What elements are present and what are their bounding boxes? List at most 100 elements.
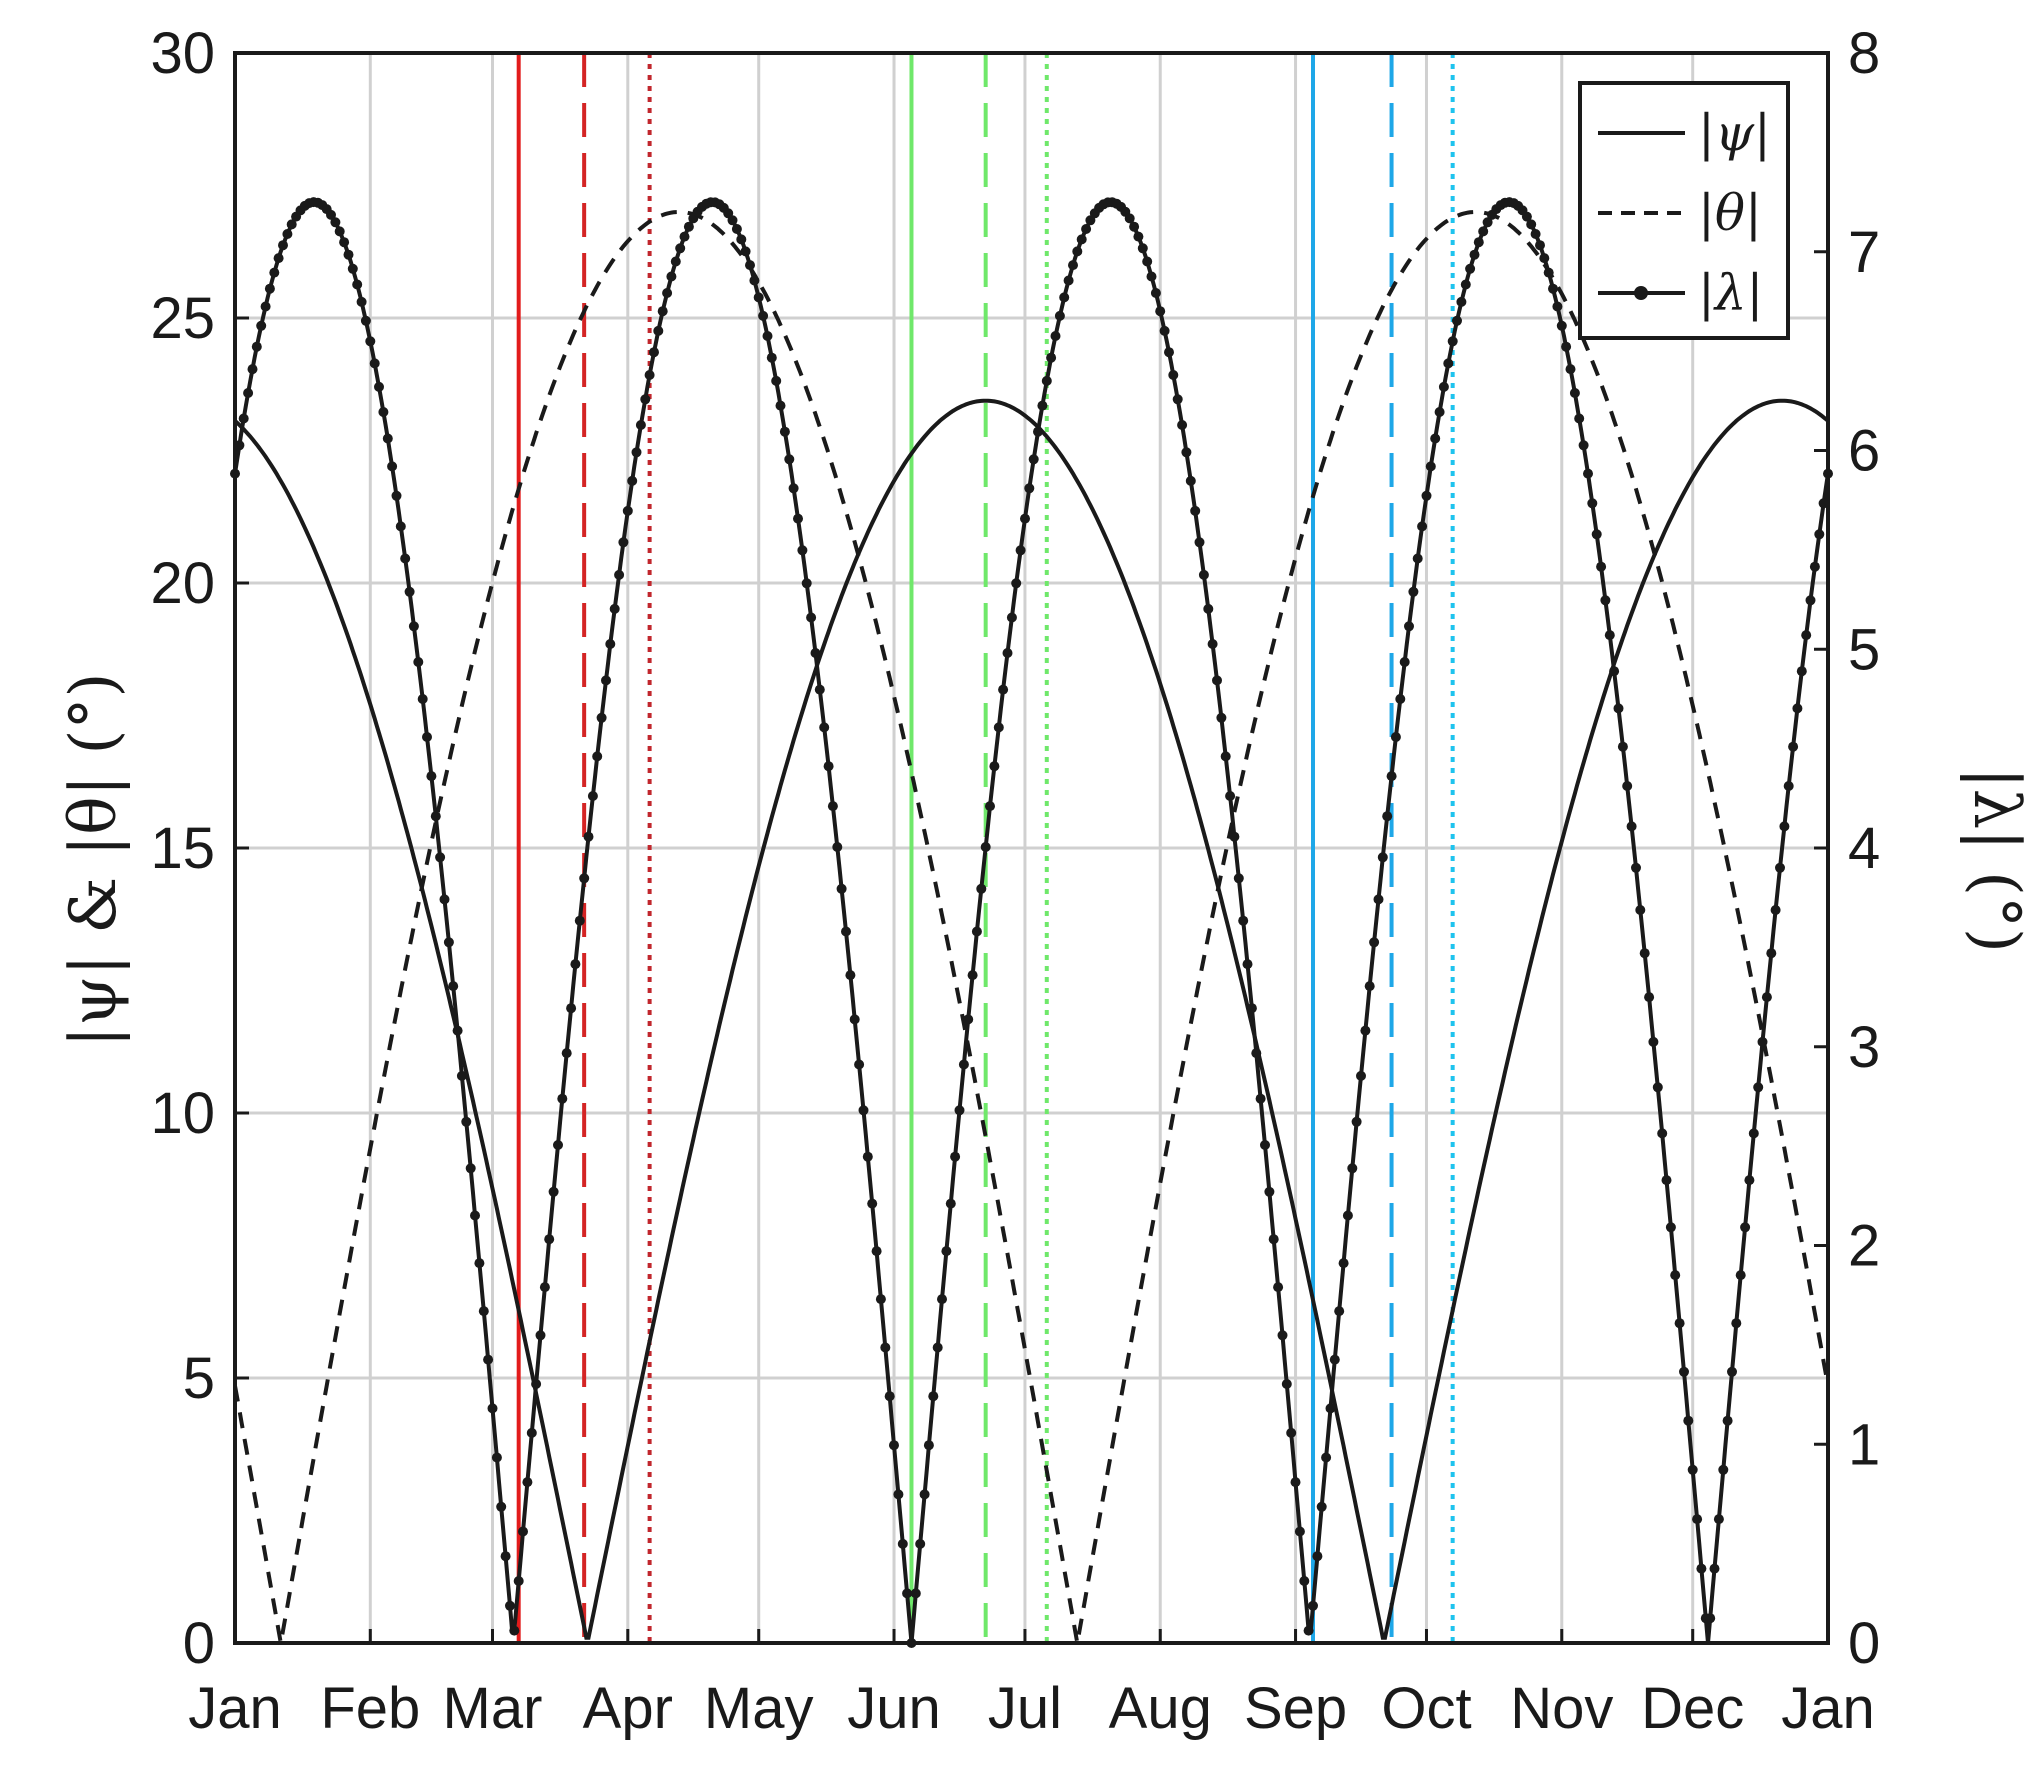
series-lambda-point (404, 586, 415, 597)
series-lambda-point (1644, 992, 1655, 1003)
series-lambda-point (1613, 703, 1624, 714)
series-lambda-point (858, 1105, 869, 1116)
series-lambda-point (1028, 454, 1039, 465)
series-lambda-point (1792, 703, 1803, 714)
series-lambda-point (1696, 1563, 1707, 1574)
series-lambda-point (518, 1526, 528, 1537)
series-lambda-point (1469, 249, 1480, 260)
series-lambda-point (1220, 751, 1231, 762)
series-lambda-point (570, 959, 581, 970)
series-lambda-point (278, 240, 288, 251)
series-theta-line (233, 210, 1830, 1644)
series-lambda-point (1356, 1070, 1366, 1081)
x-tick-label-12: Jan (1781, 1676, 1875, 1741)
series-lambda-point (1412, 553, 1423, 564)
series-lambda-point (618, 537, 629, 548)
series-lambda-point (1242, 959, 1253, 970)
series-lambda-point (273, 253, 284, 264)
series-lambda-point (500, 1551, 511, 1562)
series-lambda-point (334, 226, 345, 237)
series-lambda-point (1146, 271, 1157, 282)
series-lambda-point (1133, 231, 1144, 242)
series-lambda-point (1068, 260, 1078, 271)
series-lambda-point (675, 243, 686, 254)
series-lambda-point (897, 1538, 908, 1549)
series-lambda-point (862, 1151, 873, 1162)
series-lambda-point (330, 217, 341, 228)
series-lambda-point (1041, 375, 1052, 386)
series-lambda-point (1761, 992, 1772, 1003)
series-lambda-point (1325, 1403, 1336, 1414)
series-lambda-point (566, 1003, 577, 1014)
series-lambda-point (1264, 1186, 1275, 1197)
series-lambda-point (1727, 1366, 1737, 1377)
series-lambda-point (1434, 407, 1445, 417)
series-lambda-point (1229, 831, 1240, 842)
series-lambda-point (452, 1025, 463, 1036)
series-lambda-point (727, 215, 738, 226)
series-lambda-point (854, 1059, 865, 1070)
y-right-tick-label-0: 0 (1848, 1611, 1880, 1676)
series-lambda-point (430, 811, 441, 822)
series-lambda-point (1377, 852, 1388, 863)
series-lambda-point (736, 234, 747, 245)
series-lambda-point (1452, 315, 1462, 326)
y-left-tick-label-10: 10 (150, 1081, 215, 1146)
series-lambda-point (1233, 873, 1244, 884)
series-psi-line (233, 398, 1830, 1640)
series-lambda-point (976, 883, 987, 894)
x-tick-label-1: Feb (320, 1676, 420, 1741)
series-lambda-point (1583, 468, 1593, 479)
series-lambda-point (784, 454, 795, 465)
series-lambda-point (1692, 1514, 1703, 1525)
series-lambda-point (1552, 301, 1563, 312)
series-lambda-point (1679, 1366, 1689, 1377)
series-lambda-point (762, 331, 773, 341)
series-lambda-point (1465, 263, 1476, 274)
series-lambda-point (395, 521, 406, 532)
series-lambda-point (251, 341, 262, 352)
series-lambda-point (1565, 364, 1576, 375)
series-lambda-point (1591, 529, 1602, 540)
series-lambda-point (950, 1151, 961, 1162)
series-lambda-point (1312, 1551, 1323, 1562)
series-lambda-point (439, 894, 450, 905)
series-lambda-point (1054, 310, 1065, 321)
series-lambda-point (867, 1198, 878, 1209)
series-lambda-point (1260, 1140, 1270, 1150)
series-lambda-point (1687, 1464, 1698, 1475)
series-lambda-point (884, 1391, 895, 1402)
x-tick-label-3: Apr (583, 1676, 673, 1741)
series-lambda-point (1142, 256, 1153, 267)
series-lambda-point (1076, 234, 1087, 245)
x-tick-label-7: Aug (1109, 1676, 1212, 1741)
series-lambda-point (1373, 894, 1384, 905)
series-lambda-point (247, 364, 258, 375)
series-lambda-point (1770, 905, 1781, 915)
series-lambda-point (1251, 1048, 1262, 1059)
series-lambda-point (1329, 1354, 1340, 1365)
series-lambda-point (435, 852, 446, 863)
series-lambda-point (1072, 246, 1083, 257)
series-lambda-point (1150, 288, 1161, 298)
series-lambda-point (583, 831, 594, 842)
series-lambda-point (1539, 253, 1550, 264)
series-lambda-point (1587, 498, 1598, 509)
series-lambda-point (1713, 1514, 1724, 1525)
series-lambda-point (522, 1477, 533, 1488)
series-lambda-point (1011, 578, 1022, 589)
series-lambda-point (483, 1354, 494, 1365)
series-lambda-point (1168, 370, 1179, 380)
series-lambda-point (823, 761, 834, 772)
series-lambda-point (963, 1014, 974, 1025)
series-lambda-point (1460, 279, 1471, 290)
series-lambda-point (1417, 521, 1428, 532)
series-lambda-point (264, 283, 275, 294)
series-lambda-point (1639, 948, 1650, 959)
legend-lambda-label: |λ| (1698, 264, 1763, 322)
series-lambda-point (1399, 657, 1410, 667)
series-lambda-point (749, 275, 760, 286)
series-lambda-point (374, 381, 384, 392)
series-lambda-point (1342, 1210, 1353, 1221)
series-lambda-point (1334, 1306, 1345, 1317)
